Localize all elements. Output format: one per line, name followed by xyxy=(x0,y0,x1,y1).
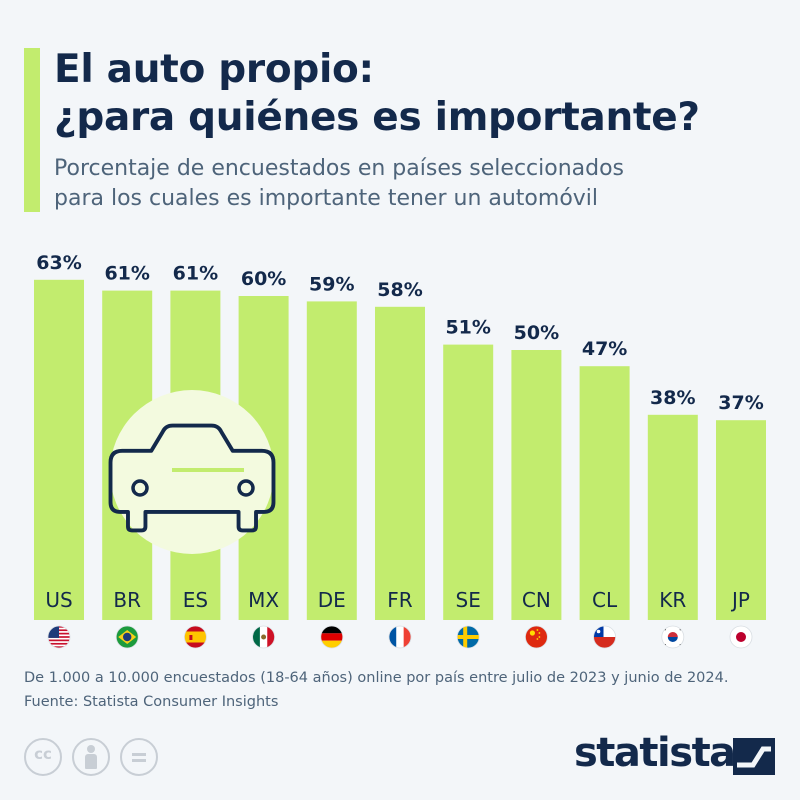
bar-se xyxy=(443,344,494,620)
bar-jp xyxy=(716,420,766,620)
page-title: El auto propio: ¿para quiénes es importa… xyxy=(54,46,784,142)
value-label-kr: 38% xyxy=(650,387,695,409)
cc-icon[interactable] xyxy=(24,738,62,776)
source-note: Fuente: Statista Consumer Insights xyxy=(24,694,279,710)
category-label-es: ES xyxy=(183,588,208,612)
flag-mx-icon xyxy=(252,625,276,649)
value-label-cl: 47% xyxy=(582,338,627,360)
value-label-fr: 58% xyxy=(377,279,422,301)
nd-icon[interactable] xyxy=(120,738,158,776)
bar-de xyxy=(306,301,357,620)
bar-cn xyxy=(511,350,562,620)
category-label-cn: CN xyxy=(522,588,551,612)
category-label-kr: KR xyxy=(659,588,686,612)
value-label-jp: 37% xyxy=(718,392,763,414)
subtitle-line-2: para los cuales es importante tener un a… xyxy=(54,186,599,211)
flag-jp-icon xyxy=(729,625,753,649)
flag-de-icon xyxy=(320,625,344,649)
category-label-fr: FR xyxy=(387,588,413,612)
category-label-de: DE xyxy=(318,588,346,612)
value-label-de: 59% xyxy=(309,273,354,295)
category-label-br: BR xyxy=(113,588,141,612)
flag-us-icon xyxy=(47,625,71,649)
footnote: De 1.000 a 10.000 encuestados (18-64 año… xyxy=(24,666,784,714)
category-label-se: SE xyxy=(456,588,481,612)
by-icon[interactable] xyxy=(72,738,110,776)
bar-cl xyxy=(579,366,630,620)
flag-kr-icon xyxy=(661,625,685,649)
statista-logo-icon[interactable] xyxy=(733,738,775,775)
flag-se-icon xyxy=(456,625,480,649)
value-label-cn: 50% xyxy=(514,322,559,344)
bar-fr xyxy=(375,306,425,620)
flag-cl-icon xyxy=(593,625,616,649)
bar-us xyxy=(34,279,84,620)
title-line-2: ¿para quiénes es importante? xyxy=(54,95,700,140)
category-label-jp: JP xyxy=(730,588,750,612)
flag-fr-icon xyxy=(388,625,412,649)
value-label-es: 61% xyxy=(173,263,218,285)
value-label-br: 61% xyxy=(104,263,149,285)
page-subtitle: Porcentaje de encuestados en países sele… xyxy=(54,154,784,214)
flag-br-icon xyxy=(115,625,139,649)
value-label-se: 51% xyxy=(445,317,490,339)
survey-note: De 1.000 a 10.000 encuestados (18-64 año… xyxy=(24,670,729,686)
statista-logo-text[interactable]: statista xyxy=(574,730,736,776)
subtitle-line-1: Porcentaje de encuestados en países sele… xyxy=(54,156,625,181)
category-label-cl: CL xyxy=(592,588,618,612)
flag-es-icon xyxy=(183,625,207,649)
category-label-mx: MX xyxy=(248,588,279,612)
title-accent-bar xyxy=(24,48,40,212)
car-icon xyxy=(108,390,276,554)
value-label-mx: 60% xyxy=(241,268,286,290)
bar-kr xyxy=(647,414,698,620)
category-label-us: US xyxy=(45,588,72,612)
flag-cn-icon xyxy=(525,625,548,649)
value-label-us: 63% xyxy=(36,252,81,274)
title-line-1: El auto propio: xyxy=(54,47,374,92)
